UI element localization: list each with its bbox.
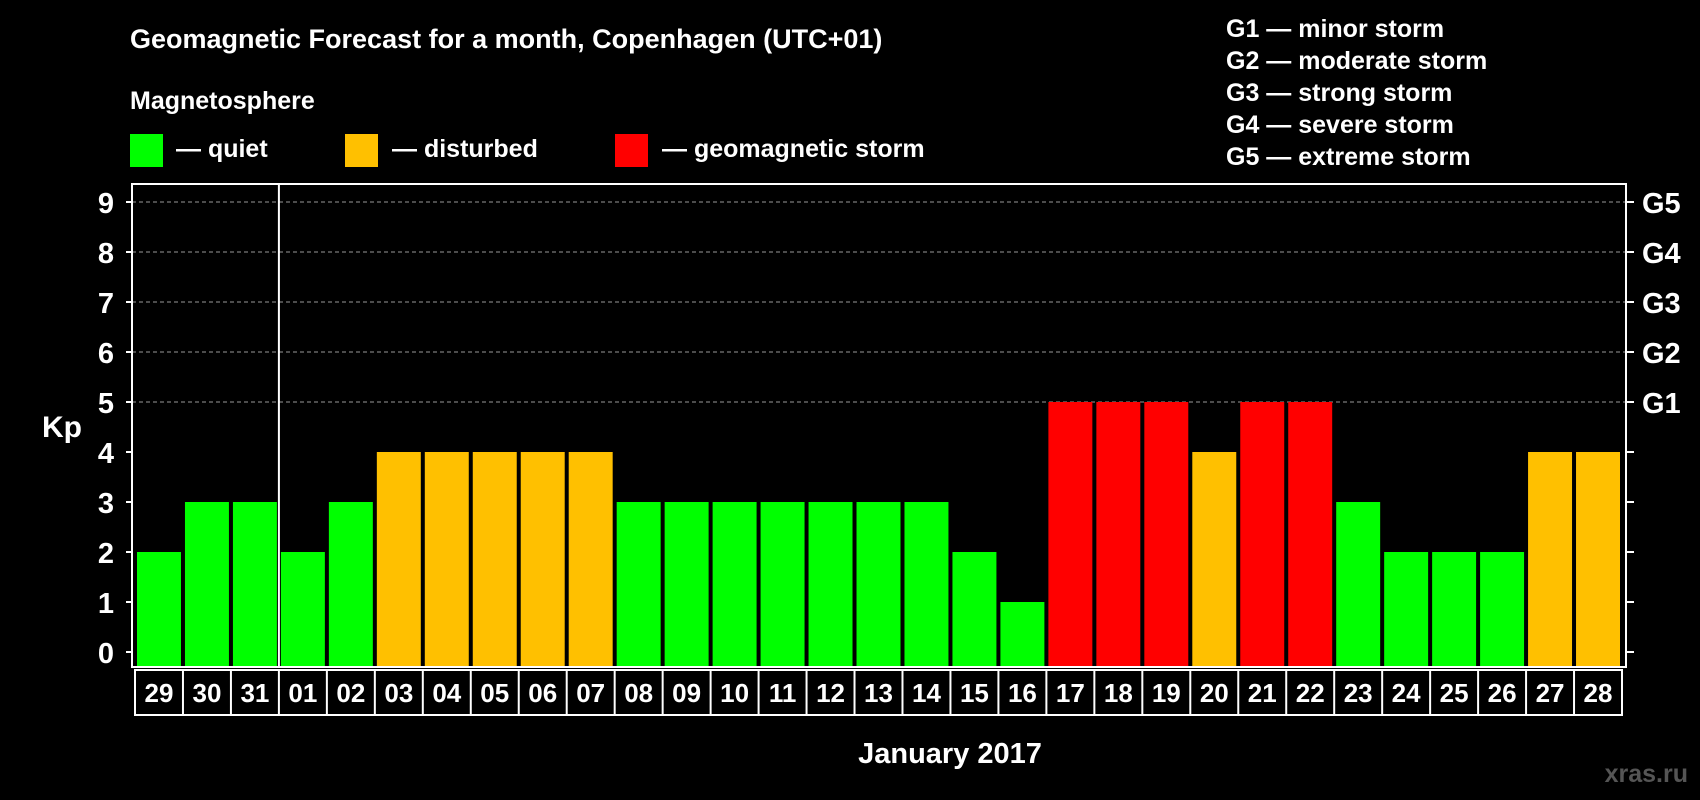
bar <box>952 552 997 666</box>
legend-title: Magnetosphere <box>130 87 315 115</box>
y-tick-label: 9 <box>98 188 114 220</box>
legend-label-storm: — geomagnetic storm <box>662 135 925 163</box>
bar <box>1000 602 1045 666</box>
y-tick-label: 5 <box>98 388 114 420</box>
y-tick-label: 7 <box>98 288 114 320</box>
y-tick-label: 4 <box>98 438 114 470</box>
y-tick-label: 1 <box>98 588 114 620</box>
bar <box>328 502 373 666</box>
bar <box>664 502 709 666</box>
bar <box>808 502 853 666</box>
x-tick-label: 02 <box>336 678 365 708</box>
legend-label-disturbed: — disturbed <box>392 135 538 163</box>
bar <box>1480 552 1525 666</box>
x-tick-label: 30 <box>192 678 221 708</box>
bar <box>232 502 277 666</box>
bar <box>1240 402 1285 666</box>
y-tick-label: 3 <box>98 488 114 520</box>
bar <box>1096 402 1141 666</box>
x-tick-label: 29 <box>145 678 174 708</box>
x-tick-label: 28 <box>1584 678 1613 708</box>
right-tick-label: G2 <box>1642 338 1681 370</box>
date-row-frame <box>134 669 1623 716</box>
y-tick-label: 0 <box>98 638 114 670</box>
g-scale-item-g4: G4 — severe storm <box>1226 111 1454 139</box>
x-tick-label: 26 <box>1488 678 1517 708</box>
x-tick-label: 13 <box>864 678 893 708</box>
bar <box>472 452 517 666</box>
x-tick-label: 12 <box>816 678 845 708</box>
watermark: xras.ru <box>1605 760 1688 788</box>
x-tick-label: 09 <box>672 678 701 708</box>
x-tick-label: 05 <box>480 678 509 708</box>
g-scale-legend: G1 — minor storm G2 — moderate storm G3 … <box>1226 15 1487 171</box>
x-tick-label: 18 <box>1104 678 1133 708</box>
right-tick-label: G5 <box>1642 188 1681 220</box>
g-scale-item-g3: G3 — strong storm <box>1226 79 1452 107</box>
x-tick-label: 20 <box>1200 678 1229 708</box>
bar <box>1384 552 1429 666</box>
bar <box>424 452 469 666</box>
g-scale-item-g5: G5 — extreme storm <box>1226 143 1471 171</box>
bar <box>1576 452 1620 666</box>
x-tick-label: 19 <box>1152 678 1181 708</box>
x-tick-label: 07 <box>576 678 605 708</box>
bar <box>1048 402 1093 666</box>
right-tick-label: G3 <box>1642 288 1681 320</box>
bar <box>568 452 613 666</box>
bar <box>280 552 325 666</box>
x-tick-label: 25 <box>1440 678 1469 708</box>
x-tick-label: 08 <box>624 678 653 708</box>
x-tick-label: 01 <box>288 678 317 708</box>
x-tick-label: 17 <box>1056 678 1085 708</box>
legend: — quiet — disturbed — geomagnetic storm <box>130 134 925 167</box>
x-tick-label: 04 <box>432 678 461 708</box>
bar <box>1192 452 1237 666</box>
bar <box>184 502 229 666</box>
chart-title: Geomagnetic Forecast for a month, Copenh… <box>130 24 882 54</box>
bar <box>760 502 805 666</box>
bar <box>1336 502 1381 666</box>
bar <box>1288 402 1333 666</box>
y-tick-label: 2 <box>98 538 114 570</box>
bar <box>137 552 181 666</box>
x-tick-label: 03 <box>384 678 413 708</box>
x-tick-label: 15 <box>960 678 989 708</box>
g-scale-item-g2: G2 — moderate storm <box>1226 47 1487 75</box>
x-tick-label: 16 <box>1008 678 1037 708</box>
legend-swatch-storm <box>615 134 648 167</box>
bar <box>712 502 757 666</box>
bar <box>1144 402 1189 666</box>
bar <box>904 502 949 666</box>
bar <box>616 502 661 666</box>
x-tick-label: 31 <box>240 678 269 708</box>
y-tick-label: 8 <box>98 238 114 270</box>
x-tick-label: 14 <box>912 678 941 708</box>
x-tick-label: 22 <box>1296 678 1325 708</box>
plot-frame <box>131 183 1627 668</box>
right-tick-label: G4 <box>1642 238 1681 270</box>
right-tick-label: G1 <box>1642 388 1681 420</box>
x-axis-label: January 2017 <box>858 738 1042 770</box>
g-scale-item-g1: G1 — minor storm <box>1226 15 1444 43</box>
bar <box>520 452 565 666</box>
x-tick-label: 21 <box>1248 678 1277 708</box>
y-tick-label: 6 <box>98 338 114 370</box>
legend-label-quiet: — quiet <box>176 135 268 163</box>
bar <box>376 452 421 666</box>
bar <box>856 502 901 666</box>
x-tick-label: 27 <box>1536 678 1565 708</box>
legend-swatch-quiet <box>130 134 163 167</box>
x-tick-label: 11 <box>769 678 797 708</box>
bar <box>1432 552 1477 666</box>
x-tick-label: 24 <box>1392 678 1421 708</box>
legend-swatch-disturbed <box>345 134 378 167</box>
x-tick-label: 06 <box>528 678 557 708</box>
x-tick-label: 23 <box>1344 678 1373 708</box>
y-axis-label: Kp <box>42 411 82 444</box>
x-tick-label: 10 <box>720 678 749 708</box>
bar <box>1528 452 1573 666</box>
